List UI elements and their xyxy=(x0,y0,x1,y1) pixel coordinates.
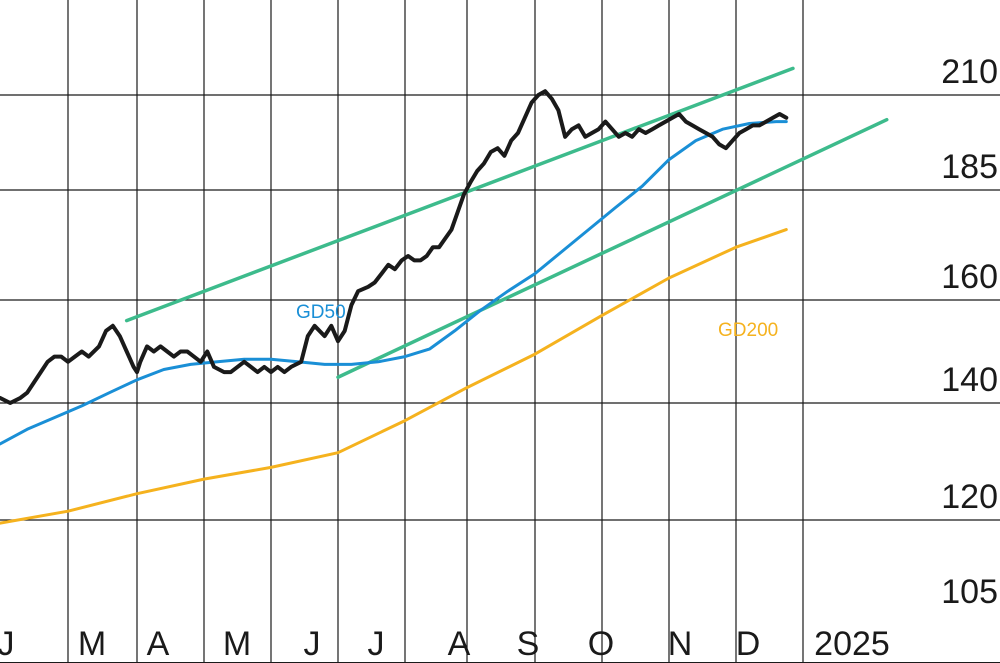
x-tick-label: M xyxy=(223,625,251,663)
x-tick-label: J xyxy=(304,625,321,663)
x-tick-label: D xyxy=(736,625,761,663)
gd200-label: GD200 xyxy=(718,320,778,341)
x-tick-label: M xyxy=(78,625,106,663)
y-tick-label: 140 xyxy=(941,361,998,399)
series-annotations: GD50 GD200 xyxy=(296,302,778,341)
y-tick-label: 105 xyxy=(941,573,998,611)
price-line xyxy=(0,89,789,405)
y-tick-label: 185 xyxy=(941,148,998,186)
y-tick-label: 160 xyxy=(941,258,998,296)
x-tick-label: N xyxy=(668,625,693,663)
gd50-label: GD50 xyxy=(296,302,346,323)
price-and-averages xyxy=(0,89,789,525)
gd50-line xyxy=(0,120,788,446)
y-tick-label: 120 xyxy=(941,478,998,516)
x-tick-label: A xyxy=(147,625,170,663)
x-tick-label: J xyxy=(368,625,385,663)
x-tick-label: 2025 xyxy=(814,625,890,663)
trend-channel xyxy=(124,66,889,379)
gd200-line xyxy=(0,228,788,525)
x-tick-label: O xyxy=(588,625,614,663)
x-tick-label: S xyxy=(517,625,540,663)
y-axis-tick-labels: 210 185 160 140 120 105 xyxy=(941,53,998,611)
x-axis-tick-labels: J M A M J J A S O N D 2025 xyxy=(0,625,890,663)
trend-line-lower xyxy=(336,117,889,379)
trend-line-upper xyxy=(124,66,795,323)
y-tick-label: 210 xyxy=(941,53,998,91)
x-tick-label: J xyxy=(0,625,15,663)
x-tick-label: A xyxy=(448,625,471,663)
